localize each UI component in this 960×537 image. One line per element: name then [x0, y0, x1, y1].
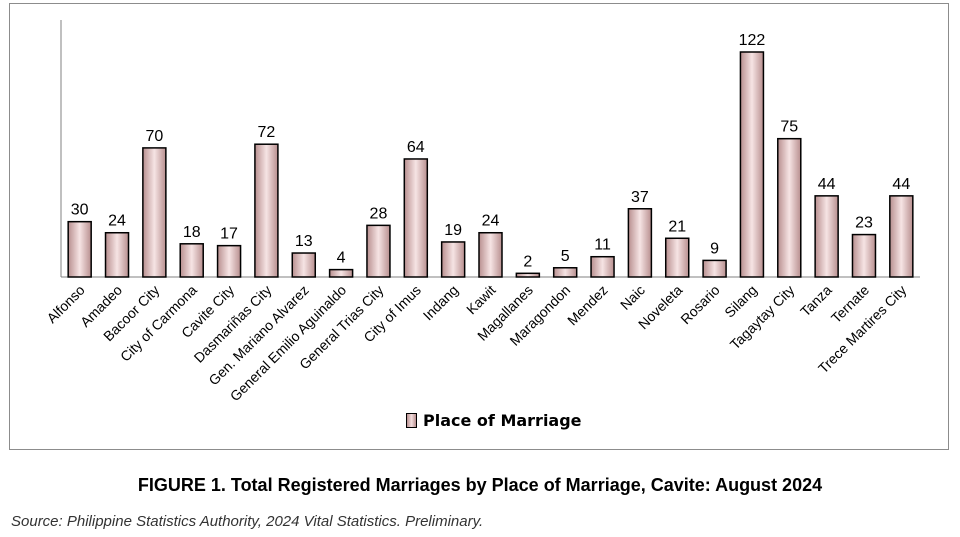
- bar: [590, 255, 615, 278]
- data-label: 13: [295, 233, 313, 250]
- bar: [254, 143, 279, 278]
- bar: [664, 237, 690, 278]
- bar: [403, 158, 429, 278]
- data-label: 17: [220, 226, 238, 243]
- legend-label: Place of Marriage: [423, 411, 582, 430]
- bar: [478, 231, 503, 278]
- legend-swatch: [406, 413, 417, 428]
- data-label: 19: [444, 222, 462, 239]
- data-label: 70: [145, 128, 163, 145]
- data-label: 30: [71, 202, 89, 219]
- x-tick-label: Mendez: [564, 282, 611, 329]
- x-tick-label: Naic: [617, 282, 648, 313]
- data-label: 24: [108, 213, 126, 230]
- data-label: 37: [631, 189, 649, 206]
- bar: [777, 137, 802, 278]
- bar: [216, 244, 242, 278]
- data-label: 21: [668, 218, 686, 235]
- bar: [291, 252, 317, 278]
- data-label: 122: [739, 32, 766, 49]
- bar: [142, 147, 167, 278]
- bar: [851, 233, 877, 278]
- data-label: 44: [818, 176, 836, 193]
- data-label: 23: [855, 215, 873, 232]
- data-label: 4: [337, 250, 346, 267]
- bar: [67, 220, 92, 278]
- bar: [366, 224, 391, 278]
- data-label: 9: [710, 240, 719, 257]
- data-label: 11: [594, 237, 611, 254]
- bar: [179, 243, 204, 278]
- bar: [814, 195, 839, 278]
- chart-frame: 30 Alfonso 24 Amadeo 70 Bacoor City 18 City of …: [9, 3, 949, 450]
- x-tick-label: Indang: [420, 282, 462, 324]
- data-label: 2: [523, 253, 532, 270]
- bar: [552, 267, 578, 278]
- bar: [627, 208, 653, 278]
- data-label: 24: [482, 213, 500, 230]
- bar: [739, 51, 765, 278]
- data-label: 28: [370, 205, 388, 222]
- data-label: 18: [183, 224, 201, 241]
- data-label: 44: [892, 176, 910, 193]
- x-tick-label: Rosario: [677, 282, 723, 328]
- bar: [515, 272, 541, 278]
- bar: [104, 231, 130, 278]
- data-label: 64: [407, 139, 425, 156]
- data-label: 75: [780, 119, 798, 136]
- figure-caption: FIGURE 1. Total Registered Marriages by …: [137, 475, 823, 495]
- bar: [328, 268, 354, 278]
- data-label: 72: [258, 124, 276, 141]
- bar: [440, 241, 466, 278]
- legend: Place of Marriage: [406, 411, 582, 430]
- bar: [889, 195, 914, 278]
- data-label: 5: [561, 248, 570, 265]
- bar: [702, 259, 727, 278]
- source-note: Source: Philippine Statistics Authority,…: [11, 513, 484, 530]
